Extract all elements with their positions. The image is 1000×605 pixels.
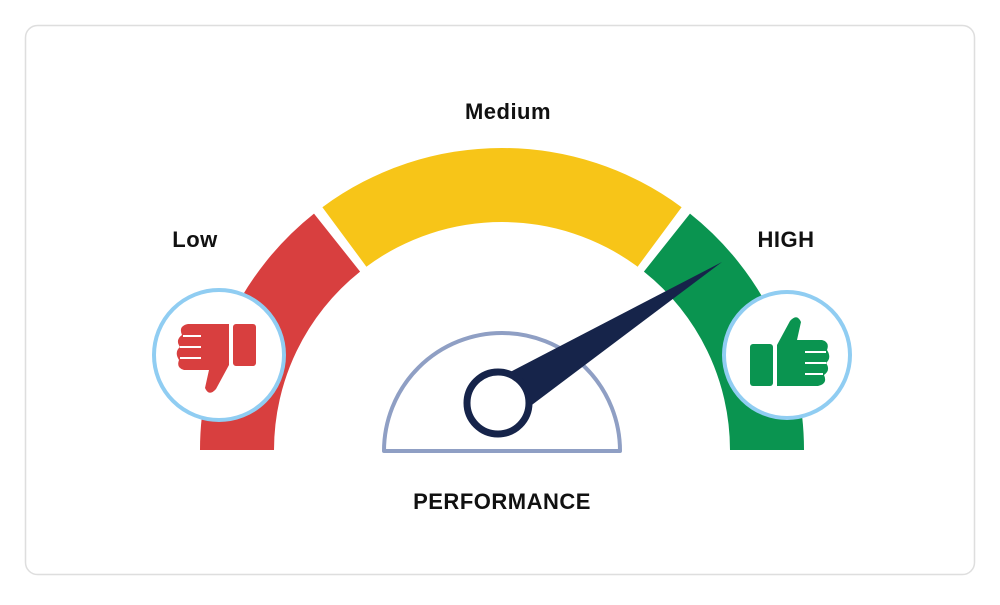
medium-segment [322,147,682,267]
thumbs-up-icon [750,317,830,386]
thumbs-down-icon [176,324,256,393]
high-label: HIGH [758,227,815,252]
needle [486,262,722,422]
medium-label: Medium [465,99,551,124]
needle-hub [463,368,533,438]
caption: PERFORMANCE [413,489,591,514]
low-label: Low [172,227,218,252]
